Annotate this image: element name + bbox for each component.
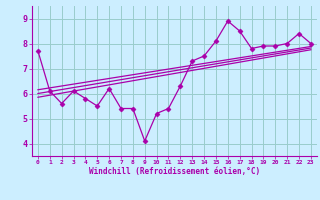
X-axis label: Windchill (Refroidissement éolien,°C): Windchill (Refroidissement éolien,°C) [89, 167, 260, 176]
